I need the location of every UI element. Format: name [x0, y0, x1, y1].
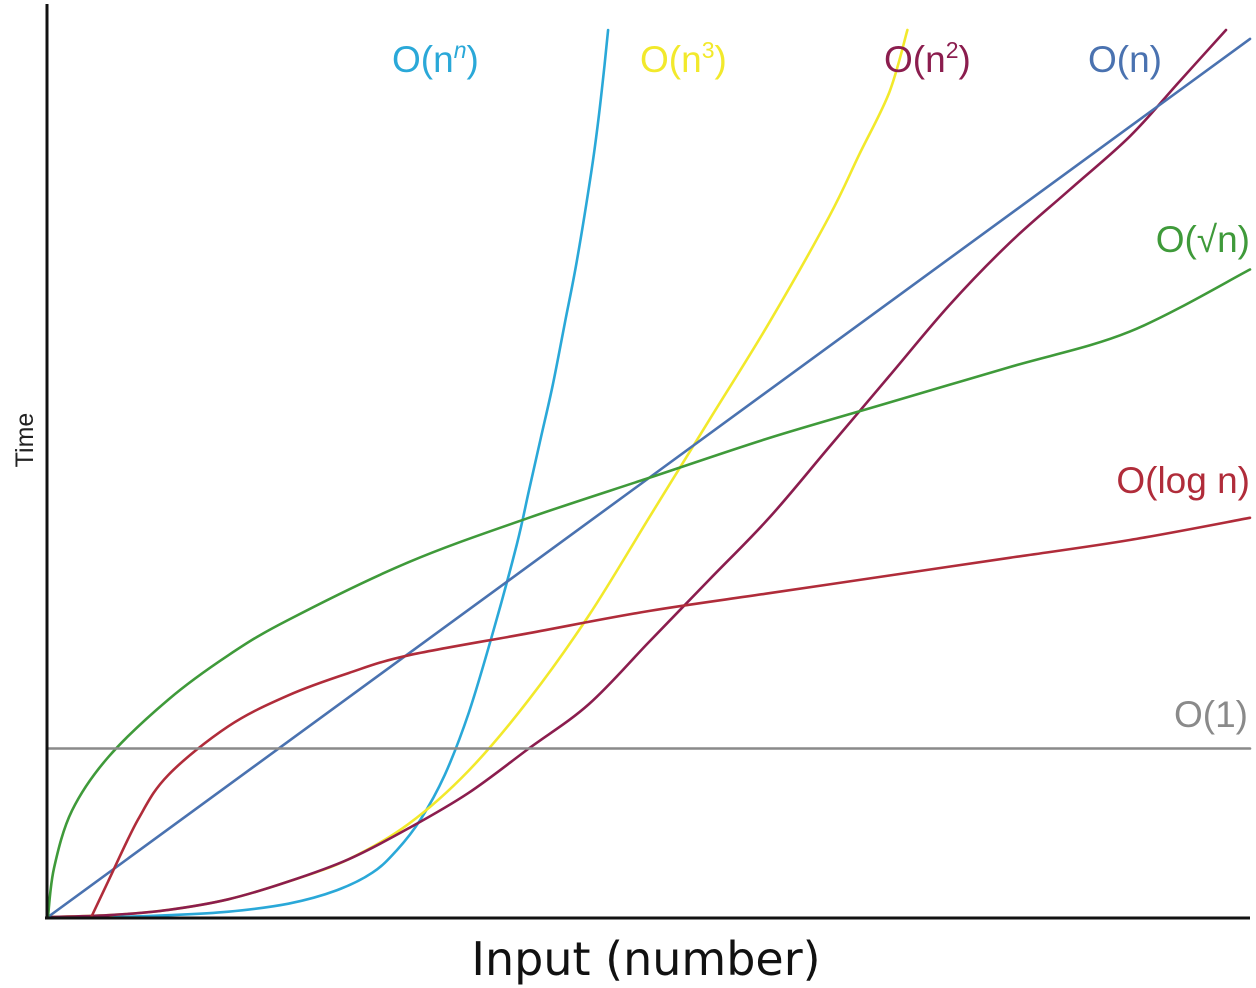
series-label-close: )	[958, 39, 970, 80]
series-line-nn	[46, 28, 610, 919]
series-label-nn: O(nn)	[392, 37, 479, 80]
series-label-base: O(n)	[1088, 39, 1162, 80]
series-label-sqrt: O(√n)	[1156, 219, 1250, 260]
series-label-layer: O(nn) O(n3) O(n2) O(n)O(√n)O(log n)O(1)	[392, 37, 1250, 735]
series-label-const: O(1)	[1174, 694, 1248, 735]
series-label-n: O(n)	[1088, 39, 1162, 80]
series-label-base: O(n	[392, 39, 454, 80]
series-label-base: O(n	[884, 39, 946, 80]
series-label-superscript: 3	[702, 37, 715, 63]
series-label-base: O(log n)	[1116, 460, 1250, 501]
series-line-n2	[46, 28, 1228, 919]
series-label-base: O(n	[640, 39, 702, 80]
series-label-superscript: n	[454, 37, 467, 63]
series-label-close: )	[466, 39, 478, 80]
x-axis-label: Input (number)	[471, 932, 820, 986]
series-layer	[46, 28, 1252, 919]
series-line-sqrt	[46, 268, 1252, 919]
series-label-n3: O(n3)	[640, 37, 727, 80]
series-line-log	[90, 516, 1252, 919]
series-label-n2: O(n2)	[884, 37, 971, 80]
series-line-n3	[46, 28, 909, 919]
series-label-base: O(1)	[1174, 694, 1248, 735]
series-label-base: O(√n)	[1156, 219, 1250, 260]
series-label-close: )	[714, 39, 726, 80]
y-axis-label: Time	[11, 413, 39, 468]
series-label-log: O(log n)	[1116, 460, 1250, 501]
series-label-superscript: 2	[946, 37, 959, 63]
